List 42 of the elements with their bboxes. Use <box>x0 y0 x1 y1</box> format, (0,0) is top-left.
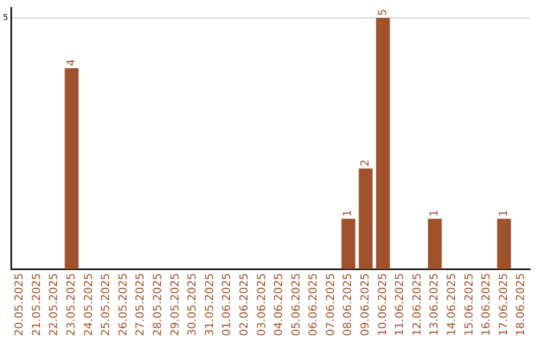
x-tick-label: 31.05.2025 <box>202 273 216 336</box>
x-tick-label: 12.06.2025 <box>410 273 424 336</box>
x-tick-label: 03.06.2025 <box>254 273 268 336</box>
x-tick-label: 24.05.2025 <box>82 273 95 336</box>
x-tick-label: 26.05.2025 <box>116 273 130 336</box>
x-tick-label: 09.06.2025 <box>358 273 372 336</box>
data-label: 1 <box>341 210 354 217</box>
x-tick-label: 25.05.2025 <box>99 273 112 336</box>
x-tick-label: 17.06.2025 <box>496 273 510 336</box>
bar <box>497 218 511 270</box>
x-tick-label: 07.06.2025 <box>324 273 337 336</box>
x-tick-label: 14.06.2025 <box>445 273 458 336</box>
x-tick-label: 20.05.2025 <box>12 273 26 336</box>
data-label: 1 <box>428 210 441 217</box>
bar <box>376 18 390 270</box>
x-tick-label: 04.06.2025 <box>272 273 286 336</box>
x-tick-label: 29.05.2025 <box>168 273 182 336</box>
x-tick-label: 16.06.2025 <box>480 273 493 336</box>
x-tick-label: 30.05.2025 <box>186 273 199 336</box>
x-tick-label: 01.06.2025 <box>220 273 234 336</box>
data-label: 5 <box>376 8 389 16</box>
x-tick-label: 18.06.2025 <box>514 273 528 336</box>
x-tick-label: 06.06.2025 <box>306 273 320 336</box>
x-tick-label: 10.06.2025 <box>376 273 389 336</box>
bar <box>341 218 356 270</box>
data-label: 4 <box>64 59 78 66</box>
bar <box>428 218 442 270</box>
x-tick-label: 15.06.2025 <box>462 273 476 336</box>
x-tick-label: 08.06.2025 <box>341 273 354 336</box>
x-tick-label: 11.06.2025 <box>393 273 406 336</box>
x-tick-label: 27.05.2025 <box>134 273 147 336</box>
x-tick-label: 23.05.2025 <box>64 273 78 336</box>
data-label: 2 <box>358 160 372 167</box>
x-tick-label: 28.05.2025 <box>150 273 164 336</box>
bar <box>358 168 373 270</box>
x-tick-label: 13.06.2025 <box>428 273 441 336</box>
x-tick-label: 05.06.2025 <box>289 273 302 336</box>
data-label: 1 <box>496 210 510 217</box>
x-tick-label: 02.06.2025 <box>237 273 250 336</box>
bar <box>64 68 79 270</box>
x-tick-label: 21.05.2025 <box>30 273 43 336</box>
x-tick-label: 22.05.2025 <box>47 273 60 336</box>
